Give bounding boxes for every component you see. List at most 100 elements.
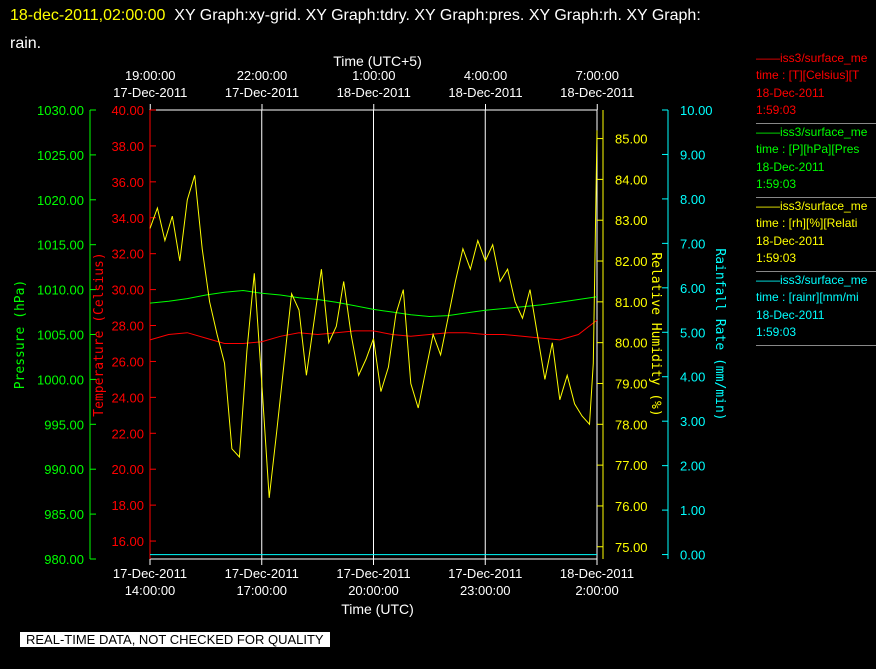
x-bottom-tick-date: 18-Dec-2011: [560, 566, 634, 581]
rh-tick-label: 75.00: [615, 540, 648, 555]
temperature-tick-label: 36.00: [111, 175, 144, 190]
legend-line: ——iss3/surface_me: [756, 51, 868, 65]
rh-tick-label: 78.00: [615, 417, 648, 432]
temperature-axis-label: Temperature (Celsius): [92, 252, 107, 416]
temperature-tick-label: 20.00: [111, 462, 144, 477]
pressure-tick-label: 995.00: [44, 417, 84, 432]
rh-axis-label: Relative Humidity (%): [648, 252, 663, 416]
x-bottom-tick-date: 17-Dec-2011: [448, 566, 522, 581]
legend-field: time : [P][hPa][Pres: [756, 142, 860, 157]
temperature-tick-label: 38.00: [111, 139, 144, 154]
rh-tick-label: 79.00: [615, 376, 648, 391]
graph-list-continued: rain.: [10, 35, 42, 52]
rain-tick-label: 2.00: [680, 459, 705, 474]
temperature-tick-label: 34.00: [111, 211, 144, 226]
legend-time: 1:59:03: [756, 250, 797, 265]
temperature-tick-label: 22.00: [111, 426, 144, 441]
rain-tick-label: 0.00: [680, 548, 705, 563]
temperature-tick-label: 18.00: [111, 498, 144, 513]
graph-title: 18-dec-2011,02:00:00 XY Graph:xy-grid. X…: [10, 2, 870, 58]
x-top-label: Time (UTC+5): [333, 53, 422, 69]
pressure-tick-label: 1020.00: [37, 193, 84, 208]
rh-tick-label: 80.00: [615, 336, 648, 351]
rain-tick-label: 10.00: [680, 103, 713, 118]
temp-series-line: [149, 319, 598, 344]
x-top-tick-time: 22:00:00: [237, 68, 288, 83]
pressure-tick-label: 1025.00: [37, 148, 84, 163]
rain-tick-label: 8.00: [680, 192, 705, 207]
rh-tick-label: 85.00: [615, 132, 648, 147]
x-bottom-tick-date: 17-Dec-2011: [113, 566, 187, 581]
pressure-tick-label: 985.00: [44, 507, 84, 522]
legend-date: 18-Dec-2011: [756, 233, 825, 248]
rh-series-line: [149, 130, 598, 498]
legend-field: time : [rh][%][Relati: [756, 216, 858, 231]
pressure-tick-label: 1005.00: [37, 328, 84, 343]
temperature-tick-label: 40.00: [111, 103, 144, 118]
legend-line: ——iss3/surface_me: [756, 273, 868, 287]
x-top-tick-time: 1:00:00: [352, 68, 395, 83]
legend-line: ——iss3/surface_me: [756, 199, 868, 213]
temperature-tick-label: 32.00: [111, 247, 144, 262]
rh-tick-label: 76.00: [615, 499, 648, 514]
rh-tick-label: 77.00: [615, 458, 648, 473]
temperature-tick-label: 28.00: [111, 319, 144, 334]
legend-entry: ——iss3/surface_me time : [rainr][mm/mi 18-…: [756, 272, 876, 346]
rh-tick-label: 84.00: [615, 172, 648, 187]
rain-tick-label: 9.00: [680, 147, 705, 162]
x-top-tick-time: 4:00:00: [464, 68, 507, 83]
legend-time: 1:59:03: [756, 102, 797, 117]
legend-date: 18-Dec-2011: [756, 85, 825, 100]
x-top-tick-date: 18-Dec-2011: [560, 85, 634, 100]
rain-tick-label: 1.00: [680, 503, 705, 518]
rh-tick-label: 81.00: [615, 295, 648, 310]
rain-axis-label: Rainfall Rate (mm/min): [712, 248, 727, 420]
x-top-tick-date: 18-Dec-2011: [448, 85, 522, 100]
pressure-tick-label: 1010.00: [37, 283, 84, 298]
pressure-axis-label: Pressure (hPa): [13, 280, 28, 390]
rain-tick-label: 6.00: [680, 281, 705, 296]
rh-tick-label: 83.00: [615, 213, 648, 228]
rain-tick-label: 4.00: [680, 370, 705, 385]
quality-note: REAL-TIME DATA, NOT CHECKED FOR QUALITY: [20, 632, 330, 647]
x-bottom-label: Time (UTC): [341, 601, 414, 617]
pres-series-line: [149, 289, 598, 318]
graph-list: XY Graph:xy-grid. XY Graph:tdry. XY Grap…: [174, 7, 701, 24]
x-top-tick-time: 19:00:00: [125, 68, 176, 83]
x-top-tick-date: 18-Dec-2011: [337, 85, 411, 100]
pressure-tick-label: 980.00: [44, 552, 84, 567]
pressure-tick-label: 1015.00: [37, 238, 84, 253]
rain-tick-label: 7.00: [680, 236, 705, 251]
rh-tick-label: 82.00: [615, 254, 648, 269]
rain-tick-label: 5.00: [680, 325, 705, 340]
x-bottom-tick-date: 17-Dec-2011: [225, 566, 299, 581]
x-top-tick-date: 17-Dec-2011: [225, 85, 299, 100]
pressure-tick-label: 1030.00: [37, 103, 84, 118]
temperature-tick-label: 16.00: [111, 534, 144, 549]
x-bottom-tick-date: 17-Dec-2011: [336, 566, 410, 581]
legend-field: time : [T][Celsius][T: [756, 68, 860, 83]
rain-tick-label: 3.00: [680, 414, 705, 429]
legend-date: 18-Dec-2011: [756, 159, 825, 174]
legend-field: time : [rainr][mm/mi: [756, 290, 859, 305]
legend: ——iss3/surface_me time : [T][Celsius][T 18…: [756, 50, 876, 346]
legend-line: ——iss3/surface_me: [756, 125, 868, 139]
temperature-tick-label: 30.00: [111, 283, 144, 298]
x-bottom-tick-time: 14:00:00: [125, 583, 176, 598]
x-top-tick-time: 7:00:00: [576, 68, 619, 83]
temperature-tick-label: 24.00: [111, 390, 144, 405]
x-bottom-tick-time: 20:00:00: [348, 583, 399, 598]
x-bottom-tick-time: 23:00:00: [460, 583, 511, 598]
x-bottom-tick-time: 17:00:00: [236, 583, 287, 598]
x-bottom-tick-time: 2:00:00: [575, 583, 618, 598]
legend-time: 1:59:03: [756, 324, 797, 339]
pressure-tick-label: 990.00: [44, 462, 84, 477]
pressure-tick-label: 1000.00: [37, 372, 84, 387]
timestamp: 18-dec-2011,02:00:00: [10, 7, 166, 24]
x-top-tick-date: 17-Dec-2011: [113, 85, 187, 100]
temperature-tick-label: 26.00: [111, 354, 144, 369]
